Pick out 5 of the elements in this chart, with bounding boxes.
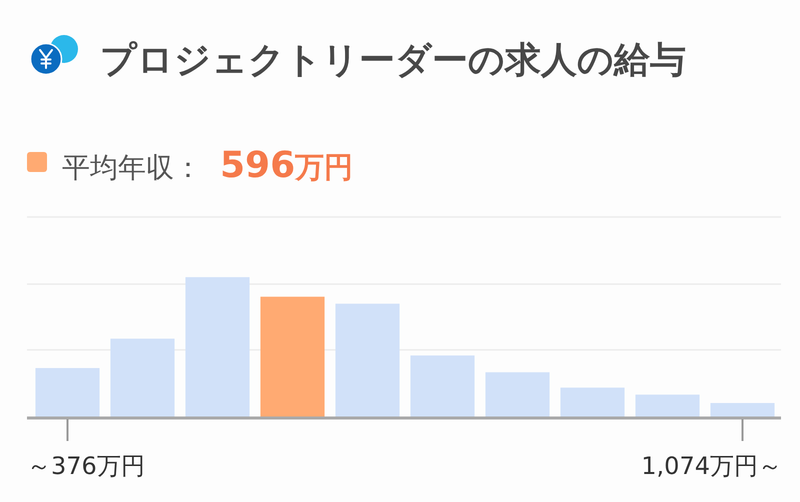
- text: 596万円: [220, 145, 354, 186]
- x-tick-label: 1,074万円～: [641, 452, 782, 480]
- text: 平均年収：: [62, 151, 202, 184]
- x-tick-label: ～376万円: [27, 452, 145, 480]
- chart-title: プロジェクトリーダーの求人の給与: [100, 40, 686, 81]
